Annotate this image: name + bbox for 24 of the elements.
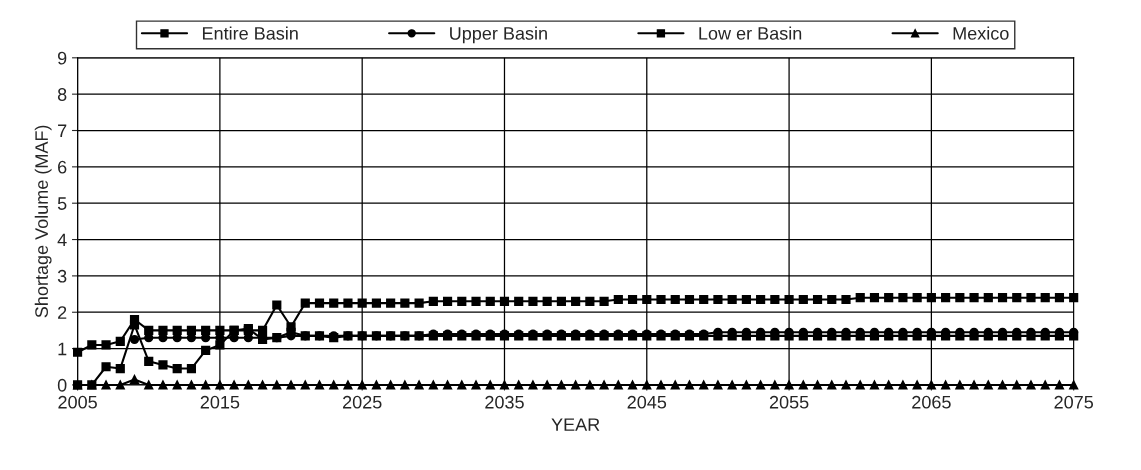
x-tick-label: 2075	[1054, 395, 1094, 409]
x-tick-label: 2005	[58, 395, 97, 409]
y-tick-label: 6	[58, 160, 67, 174]
legend-label: Upper Basin	[450, 26, 547, 44]
y-tick-label: 5	[57, 197, 67, 210]
y-tick-label: 3	[57, 269, 67, 283]
x-tick-label: 2015	[200, 395, 240, 409]
y-tick-label: 7	[58, 124, 67, 138]
legend-label: Low er Basin	[699, 26, 802, 40]
y-axis-title: Shortage Volume (MAF)	[34, 125, 52, 318]
y-tick-label: 9	[57, 51, 67, 65]
y-tick-label: 1	[58, 342, 67, 356]
x-tick-label: 2035	[485, 395, 524, 409]
y-tick-label: 8	[57, 88, 67, 101]
y-tick-label: 0	[57, 378, 67, 392]
legend-label: Entire Basin	[202, 26, 298, 40]
legend-label: Mexico	[953, 26, 1009, 40]
x-tick-label: 2045	[627, 395, 667, 409]
x-axis-title: YEAR	[551, 418, 600, 431]
y-tick-label: 2	[58, 306, 67, 319]
x-tick-label: 2025	[343, 395, 382, 409]
y-tick-label: 4	[57, 233, 67, 247]
x-tick-label: 2065	[912, 395, 951, 409]
x-tick-label: 2055	[769, 395, 809, 409]
